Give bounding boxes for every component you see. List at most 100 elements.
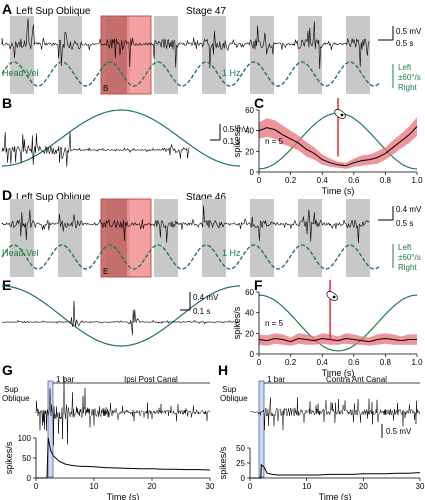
gray-band-7 <box>346 16 370 94</box>
freq-label-a: 1 Hz <box>222 68 241 78</box>
y-tick-label: 0 <box>250 350 255 359</box>
emg-trace-a <box>1 18 370 70</box>
scale-mv-h: 0.5 mV <box>386 427 412 436</box>
scale-s-e: 0.1 s <box>193 307 210 316</box>
left-label-d: Left <box>398 243 412 252</box>
panel-c: C 0 0.2 0.4 0.6 0.8 1.0 0 20 40 60 Time (s) spikes/… <box>232 95 423 196</box>
x-tick-label: 20 <box>359 482 368 491</box>
gray-band-3 <box>154 16 178 94</box>
x-tick-label: 0.4 <box>317 358 329 367</box>
x-tick-label: 0.8 <box>380 358 392 367</box>
head-velocity-b <box>2 109 240 167</box>
panel-d-title: Left Sup Oblique <box>16 192 91 203</box>
y-tick-label: 40 <box>245 127 254 136</box>
x-axis-label: Time (s) <box>322 186 355 196</box>
x-tick-label: 0 <box>248 482 253 491</box>
x-tick-label: 0.8 <box>380 176 392 185</box>
y-tick-label: 40 <box>245 309 254 318</box>
y-tick-label: 20 <box>245 147 254 156</box>
y-tick-label: 0 <box>250 168 255 177</box>
y-tick-label: 60 <box>245 288 254 297</box>
y-axis-label: spikes/s <box>218 446 228 479</box>
panel-label-b: B <box>2 95 12 111</box>
x-tick-label: 30 <box>416 482 425 491</box>
panel-label-a: A <box>2 1 12 17</box>
scale-s-d: 0.5 s <box>396 219 413 228</box>
panel-label-f: F <box>254 277 263 293</box>
canal-label-h: Contra Ant Canal <box>326 375 387 384</box>
head-velocity-a <box>1 61 381 87</box>
mean-rate-line <box>258 126 418 167</box>
stim-label-h: 1 bar <box>267 375 286 384</box>
gray-band-1 <box>58 199 82 277</box>
gray-bands-a <box>10 16 370 94</box>
panel-h: H Sup Oblique 1 bar Contra Ant Canal 0.5… <box>218 362 425 500</box>
panel-label-e: E <box>2 277 11 293</box>
x-tick-label: 0 <box>257 358 262 367</box>
scale-mv-b: 0.5 mV <box>223 125 249 134</box>
muscle-label-h-1: Sup <box>222 385 237 394</box>
muscle-label-g-2: Oblique <box>2 394 30 403</box>
stim-label-g: 1 bar <box>56 375 75 384</box>
tadpole-sketch-icon <box>334 109 346 119</box>
gray-bands-d <box>10 199 370 277</box>
right-label-a: Right <box>398 83 417 92</box>
scale-mv-e: 0.4 mV <box>193 293 219 302</box>
scale-s-b: 0.1 s <box>223 137 240 146</box>
muscle-label-g-1: Sup <box>4 385 19 394</box>
box-label-e: E <box>103 267 108 276</box>
n-label: n = 5 <box>265 319 284 328</box>
emg-trace-b <box>1 131 190 167</box>
x-tick-label: 30 <box>206 482 215 491</box>
head-vel-label-d: Head Vel <box>2 248 39 258</box>
x-tick-label: 0.6 <box>348 176 360 185</box>
rate-chart-f: 0 0.2 0.4 0.6 0.8 1.0 0 20 40 60 Time (s) spikes/s n… <box>232 280 423 378</box>
panel-b: B 0.5 mV 0.1 s <box>1 95 249 167</box>
panel-f: F 0 0.2 0.4 0.6 0.8 1.0 0 20 40 60 Time (s) spikes/… <box>232 277 423 378</box>
gray-band-6 <box>298 199 322 277</box>
x-tick-label: 20 <box>148 482 157 491</box>
mean-rate-line <box>250 463 421 479</box>
head-velocity-e <box>2 285 240 347</box>
gray-band-0 <box>10 16 34 94</box>
rate-chart-g: 0 10 20 30 0 50 100 Time (s) spikes/s <box>4 434 215 500</box>
y-tick-label: 50 <box>236 444 245 453</box>
y-axis-label: spikes/s <box>232 306 242 339</box>
x-tick-label: 0 <box>34 482 39 491</box>
rate-chart-h: 0 10 20 30 0 25 50 Time (s) spikes/s <box>218 444 425 500</box>
panel-label-g: G <box>2 362 13 378</box>
x-axis-label: Time (s) <box>319 492 352 500</box>
tadpole-eye-icon <box>340 113 344 117</box>
muscle-label-h-2: Oblique <box>220 394 248 403</box>
y-axis-label: spikes/s <box>232 124 242 157</box>
emg-trace-d <box>1 205 370 244</box>
gray-band-0 <box>10 199 34 277</box>
scale-mv-a: 0.5 mV <box>396 27 422 36</box>
mean-rate-line <box>258 337 417 343</box>
panel-a-title: Left Sup Oblique <box>16 6 91 17</box>
sem-band <box>259 117 417 169</box>
panel-label-c: C <box>254 95 264 111</box>
gray-band-4 <box>202 199 226 277</box>
gray-band-4 <box>202 16 226 94</box>
panel-d-stage: Stage 46 <box>186 192 226 203</box>
panel-a: A Left Sup Oblique Stage 47 B Head Vel 1… <box>1 1 422 95</box>
x-axis-label: Time (s) <box>322 368 355 378</box>
stim-marker-h <box>258 380 265 478</box>
panel-a-stage: Stage 47 <box>186 6 226 17</box>
right-label-d: Right <box>398 263 417 272</box>
y-tick-label: 50 <box>22 454 31 463</box>
y-tick-label: 0 <box>27 474 32 483</box>
head-vel-label-a: Head Vel <box>2 68 39 78</box>
rate-chart-c: 0 0.2 0.4 0.6 0.8 1.0 0 20 40 60 Time (s) spikes/s n… <box>232 98 423 196</box>
emg-trace-h <box>249 397 420 431</box>
x-axis-label: Time (s) <box>107 492 140 500</box>
panel-label-h: H <box>218 362 228 378</box>
y-tick-label: 100 <box>18 434 32 443</box>
x-tick-label: 0.2 <box>285 358 297 367</box>
freq-label-d: 1 Hz <box>222 248 241 258</box>
panel-label-d: D <box>2 187 12 203</box>
panel-g: G Sup Oblique 1 bar Ipsi Post Canal 0 10 2… <box>2 362 215 500</box>
n-label: n = 5 <box>265 137 284 146</box>
